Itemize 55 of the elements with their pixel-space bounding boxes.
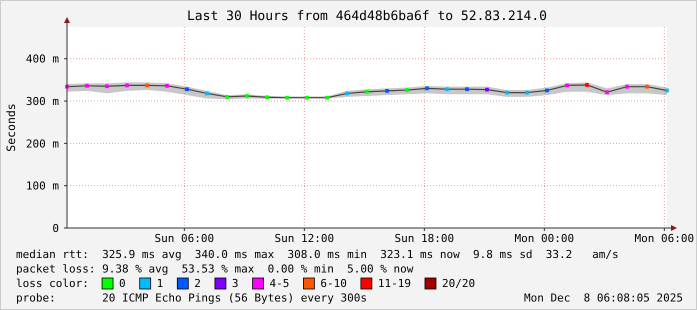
legend-label: 1	[156, 277, 164, 290]
point	[185, 87, 189, 92]
point	[345, 92, 349, 96]
legend-label: 20/20	[442, 277, 476, 290]
x-tick-label: Mon 06:00	[634, 232, 694, 245]
text: probe: 20 ICMP Echo Pings (56 Bytes) every 300s	[16, 292, 367, 304]
text: packet loss: 9.38 % avg 53.53 % max 0.00 % min 5.00 % now	[16, 262, 414, 276]
point	[545, 88, 549, 92]
legend-label: 0	[119, 277, 126, 290]
point	[385, 89, 389, 93]
point	[265, 95, 269, 100]
point	[665, 88, 669, 92]
point	[425, 86, 429, 90]
legend-label: 4-5	[270, 277, 290, 290]
point	[205, 92, 209, 96]
point	[625, 84, 629, 89]
legend-label: 11-19	[378, 277, 412, 290]
y-tick-label: 300 m	[26, 95, 60, 108]
point	[285, 96, 289, 100]
text: median rtt: 325.9 ms avg 340.0 ms max 308.0 ms min 323.1 ms now 9.8 ms sd 33.2 am/s	[16, 248, 619, 261]
point	[225, 94, 229, 99]
point	[565, 84, 569, 88]
x-tick-label: Mon 00:00	[514, 232, 574, 245]
point	[585, 83, 589, 87]
legend-title: loss color:	[16, 277, 89, 290]
y-tick-label: 400 m	[26, 52, 60, 66]
point	[605, 90, 609, 94]
point	[525, 90, 529, 94]
legend-label: 6-10	[320, 277, 347, 290]
point	[645, 84, 649, 89]
y-tick-label: 200 m	[26, 137, 60, 150]
point	[505, 90, 509, 94]
x-tick-label: Sun 06:00	[154, 232, 214, 245]
x-tick-label: Sun 12:00	[274, 232, 334, 245]
point	[245, 94, 249, 98]
point	[405, 88, 409, 92]
y-tick-label: 0	[52, 222, 59, 235]
legend-label: 2	[194, 277, 201, 290]
point	[145, 84, 149, 88]
point	[485, 88, 489, 92]
point	[445, 87, 449, 92]
legend-label: 3	[232, 277, 239, 290]
chart-title: Last 30 Hours from 464d48b6ba6f to 52.83.214.0	[186, 9, 548, 24]
y-axis-title: Seconds	[4, 103, 18, 152]
text: Mon Dec 8 06:08:05 2025	[524, 292, 683, 304]
point	[365, 90, 369, 94]
point	[305, 96, 309, 100]
point	[85, 84, 89, 88]
point	[325, 96, 329, 100]
point	[465, 87, 469, 92]
point	[105, 84, 109, 88]
point	[125, 84, 129, 88]
point	[165, 84, 169, 88]
x-tick-label: Sun 18:00	[394, 232, 454, 245]
y-tick-label: 100 m	[26, 180, 60, 193]
